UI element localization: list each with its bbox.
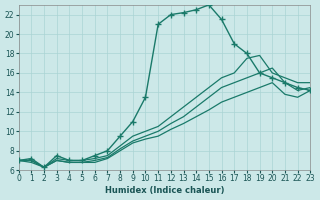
X-axis label: Humidex (Indice chaleur): Humidex (Indice chaleur) — [105, 186, 224, 195]
